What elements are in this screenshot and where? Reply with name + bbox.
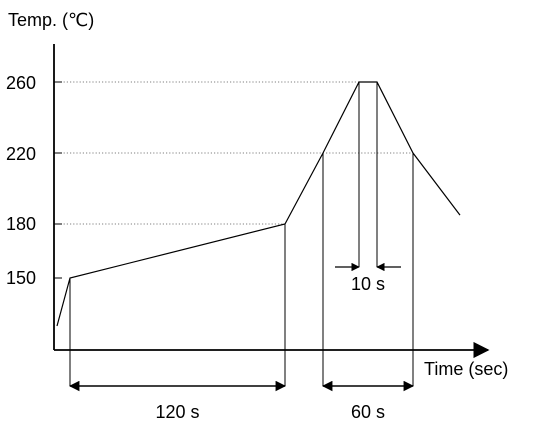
y-axis-title: Temp. (℃) [8, 10, 94, 30]
y-tick-label-220: 220 [6, 144, 36, 164]
y-tick-label-260: 260 [6, 73, 36, 93]
y-tick-label-150: 150 [6, 268, 36, 288]
vertical-guide-lines [69, 82, 414, 386]
y-tick-label-180: 180 [6, 214, 36, 234]
y-tick-marks [54, 81, 62, 279]
dimension-annotations: 120 s 60 s 10 s [68, 262, 415, 421]
profile-line [56, 81, 461, 327]
reference-lines [54, 81, 413, 225]
temperature-profile [56, 81, 461, 327]
x-axis-title: Time (sec) [424, 359, 508, 379]
dimension-label-2: 10 s [351, 274, 385, 294]
dimension-label-1: 60 s [351, 402, 385, 421]
dimension-label-0: 120 s [155, 402, 199, 421]
